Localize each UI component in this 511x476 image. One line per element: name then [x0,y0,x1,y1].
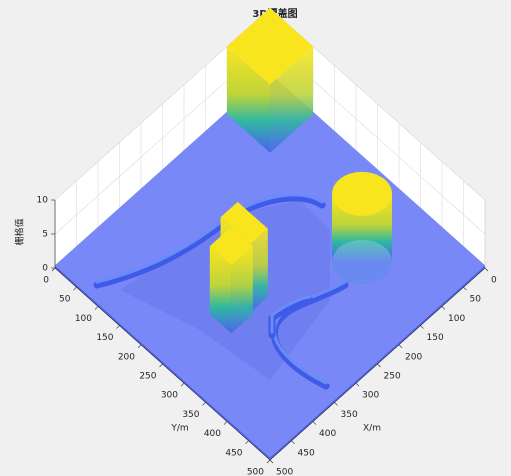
x-tick [463,286,467,291]
surface-floor [55,73,485,458]
y-tick [137,344,142,349]
y-tick-label: 350 [182,410,199,420]
x-tick [441,306,446,310]
x-tick [291,440,295,445]
y-tick-label: 100 [75,314,92,324]
z-tick-label: 10 [37,196,49,206]
y-tick [94,306,99,310]
x-tick-label: 300 [362,391,379,401]
obstacle-face [231,246,253,334]
x-tick [398,344,403,349]
y-tick-label: 500 [247,468,264,476]
y-tick [245,440,249,445]
low-wall [272,280,347,385]
y-tick-label: 200 [118,352,135,362]
z-tick-label: 5 [42,230,48,240]
y-tick-label: 300 [161,391,178,401]
x-tick [420,325,424,329]
x-tick-label: 450 [298,448,315,458]
y-tick [159,363,163,368]
x-axis-label: X/m [363,424,381,434]
obstacle-face [250,228,268,313]
y-tick-label: 50 [59,295,71,305]
obstacle-top [209,226,253,266]
y-tick [266,459,271,464]
y-tick-label: 150 [96,333,113,343]
x-tick [355,382,360,387]
x-tick-label: 150 [427,333,444,343]
obstacle-top [227,8,313,85]
x-tick-label: 400 [319,429,336,439]
x-tick-label: 250 [384,372,401,382]
z-axis-label: 栅格值 [14,218,26,245]
y-tick-label: 0 [43,276,49,286]
x-tick [269,459,274,464]
x-tick-label: 200 [405,352,422,362]
obstacle-top [220,201,268,245]
y-tick-label: 400 [204,429,221,439]
y-tick-label: 450 [225,448,242,458]
y-tick-label: 250 [139,372,156,382]
obstacle-bottom [332,239,393,284]
obstacle-face [270,46,313,153]
x-tick-label: 50 [470,295,482,305]
x-tick-label: 100 [448,314,465,324]
x-tick [484,267,489,272]
y-tick [202,402,206,406]
obstacle-top [332,171,393,216]
x-tick [312,421,317,425]
x-tick-label: 0 [491,276,497,286]
x-tick-label: 500 [276,468,293,476]
y-tick [73,286,77,291]
obstacle-face [227,46,270,153]
z-tick-label: 0 [42,264,48,274]
obstacle-face [209,246,232,334]
y-tick [223,421,228,425]
x-tick-label: 350 [341,410,358,420]
y-axis-label: Y/m [170,424,188,434]
x-tick [334,402,338,406]
y-tick [116,325,120,329]
low-wall [270,295,312,334]
x-tick [377,363,381,368]
y-tick [180,382,185,387]
y-tick [51,267,56,272]
